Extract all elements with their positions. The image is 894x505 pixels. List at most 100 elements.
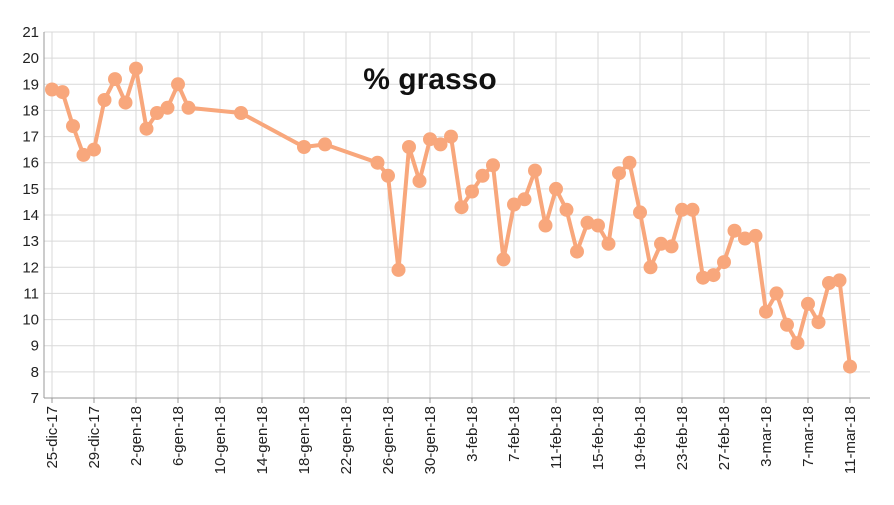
- y-tick-label: 14: [22, 207, 39, 224]
- data-point: [160, 100, 175, 115]
- x-tick-label: 11-mar-18: [842, 406, 859, 474]
- axes: [43, 32, 870, 399]
- y-tick-label: 13: [22, 233, 39, 250]
- data-point: [433, 137, 448, 152]
- data-point: [822, 276, 836, 290]
- x-tick-label: 30-gen-18: [422, 406, 439, 474]
- x-tick-label: 18-gen-18: [296, 406, 313, 474]
- data-point: [66, 119, 80, 134]
- data-point: [790, 336, 805, 351]
- data-point: [76, 147, 91, 162]
- y-tick-label: 18: [22, 102, 39, 119]
- series-group: [45, 61, 857, 374]
- x-tick-label: 23-feb-18: [674, 406, 691, 470]
- y-tick-label: 16: [22, 155, 39, 172]
- x-tick-label: 3-feb-18: [464, 406, 481, 462]
- data-point: [832, 273, 847, 288]
- data-point: [171, 77, 185, 92]
- data-point: [738, 231, 752, 246]
- x-tick-label: 22-gen-18: [338, 406, 355, 474]
- data-point: [87, 142, 101, 157]
- data-point: [675, 202, 689, 217]
- data-point: [811, 315, 826, 330]
- x-tick-label: 11-feb-18: [548, 406, 565, 469]
- y-tick-label: 8: [31, 364, 39, 381]
- x-tick-label: 7-mar-18: [800, 406, 817, 467]
- data-point: [654, 236, 668, 251]
- data-point: [150, 106, 164, 120]
- x-tick-label: 25-dic-17: [44, 406, 61, 469]
- data-point: [465, 184, 479, 199]
- data-point: [717, 255, 731, 270]
- data-point: [622, 155, 637, 170]
- data-point: [234, 106, 248, 120]
- data-point: [559, 202, 574, 217]
- data-point: [633, 205, 647, 220]
- y-tick-labels: 7 8 9 10 11 12 13 14 15 16 17 18 19 20 21: [22, 24, 39, 407]
- data-point: [727, 223, 742, 238]
- data-point: [496, 252, 511, 267]
- data-point: [801, 296, 815, 311]
- data-point: [297, 140, 311, 154]
- data-point: [706, 268, 721, 283]
- data-point: [139, 121, 154, 136]
- x-tick-label: 15-feb-18: [590, 406, 607, 470]
- data-point: [507, 197, 521, 212]
- data-point: [664, 239, 679, 254]
- y-tick-label: 20: [22, 50, 39, 67]
- data-point: [55, 85, 70, 100]
- y-tick-label: 11: [23, 285, 39, 302]
- data-point: [381, 168, 395, 183]
- data-point: [601, 236, 616, 251]
- x-tick-labels: 25-dic-17 29-dic-17 2-gen-18 6-gen-18 10-gen…: [44, 406, 859, 474]
- data-point: [118, 95, 133, 110]
- data-point: [45, 82, 59, 97]
- y-tick-label: 10: [22, 312, 39, 329]
- data-point: [423, 132, 437, 147]
- data-point: [591, 218, 605, 233]
- x-tick-label: 14-gen-18: [254, 406, 271, 474]
- data-point: [517, 192, 532, 207]
- data-point: [454, 200, 469, 215]
- y-tick-label: 15: [22, 181, 39, 198]
- x-tick-label: 10-gen-18: [212, 406, 229, 474]
- data-point: [412, 174, 427, 188]
- data-point: [643, 260, 658, 275]
- x-tick-label: 6-gen-18: [170, 406, 187, 466]
- data-point: [402, 140, 416, 154]
- data-point: [444, 129, 458, 144]
- data-point: [475, 168, 490, 183]
- x-tick-label: 29-dic-17: [86, 406, 103, 469]
- y-tick-label: 7: [31, 390, 39, 407]
- data-point: [549, 181, 563, 196]
- data-point: [570, 244, 584, 259]
- data-point: [486, 158, 500, 173]
- data-point: [780, 317, 794, 332]
- y-tick-label: 17: [22, 129, 39, 146]
- data-point: [580, 215, 595, 230]
- chart-title: % grasso: [363, 63, 496, 96]
- data-point: [843, 359, 857, 374]
- x-tick-label: 19-feb-18: [632, 406, 649, 470]
- y-tick-label: 12: [22, 259, 39, 276]
- y-tick-label: 9: [31, 338, 39, 355]
- data-point: [129, 61, 143, 76]
- data-point: [181, 100, 196, 115]
- y-tick-label: 19: [22, 76, 39, 93]
- y-tick-label: 21: [22, 24, 39, 41]
- data-point: [685, 202, 700, 217]
- data-point: [612, 166, 626, 181]
- data-point: [769, 286, 784, 301]
- data-point: [318, 137, 332, 152]
- data-point: [748, 228, 763, 243]
- data-point: [759, 304, 773, 319]
- data-point: [391, 262, 406, 277]
- data-point: [108, 72, 122, 87]
- x-tick-label: 2-gen-18: [128, 406, 145, 466]
- data-point: [696, 270, 710, 285]
- data-point: [538, 218, 553, 233]
- x-tick-label: 27-feb-18: [716, 406, 733, 470]
- data-point: [370, 155, 385, 170]
- x-tick-label: 3-mar-18: [758, 406, 775, 467]
- gridlines: [44, 31, 870, 403]
